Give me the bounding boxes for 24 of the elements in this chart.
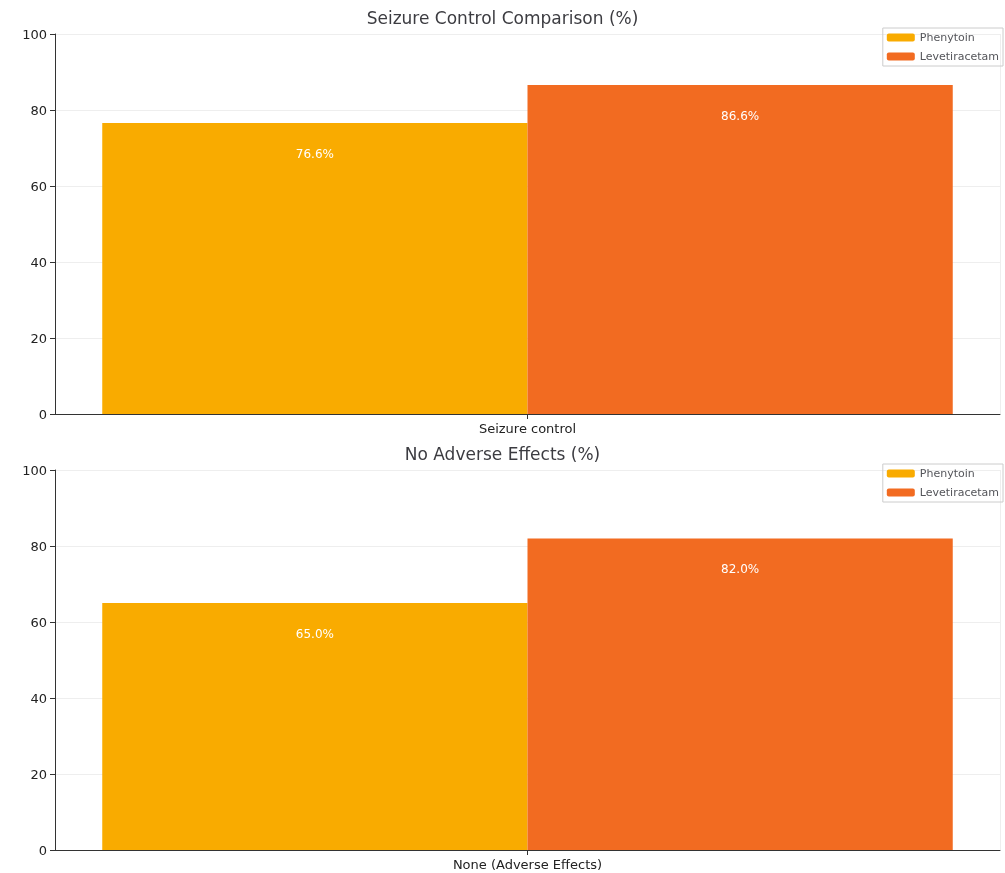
y-tick-label: 40 [30,254,47,270]
y-tick-label: 0 [38,842,47,858]
y-tick-label: 80 [30,102,47,118]
legend-label: Phenytoin [919,31,975,44]
x-tick-label: None (Adverse Effects) [452,857,603,872]
data-label: 86.6% [721,108,760,123]
data-label: 65.0% [295,627,334,641]
y-tick-label: 0 [38,406,47,422]
data-label: 76.6% [295,146,334,161]
chart-title: Seizure Control Comparison (%) [366,7,639,28]
y-tick-label: 40 [30,690,47,706]
y-tick-label: 60 [30,178,47,194]
y-tick-label: 20 [30,330,47,346]
y-tick-label: 20 [30,766,47,782]
x-tick-label: Seizure control [478,421,577,436]
y-tick-label: 100 [22,462,47,478]
legend-label: Phenytoin [919,467,975,480]
y-tick-label: 80 [30,538,47,554]
data-label: 82.0% [721,562,760,577]
y-tick-label: 100 [22,26,47,42]
chart-title: No Adverse Effects (%) [404,443,601,464]
legend-label: Levetiracetam [919,50,1000,63]
y-tick-label: 60 [30,614,47,630]
legend-label: Levetiracetam [919,486,1000,499]
